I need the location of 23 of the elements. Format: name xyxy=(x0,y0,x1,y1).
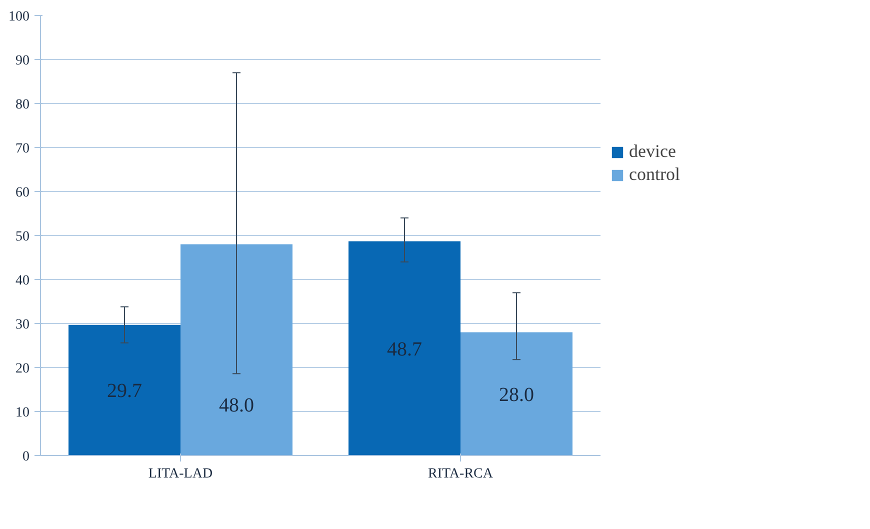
legend-label: device xyxy=(629,141,676,162)
y-tick-label: 60 xyxy=(16,186,30,200)
y-tick-label: 30 xyxy=(16,318,30,332)
y-tick-label: 50 xyxy=(16,230,30,244)
y-tick-label: 10 xyxy=(16,406,30,420)
y-tick-label: 70 xyxy=(16,142,30,156)
bar xyxy=(68,324,180,456)
bar xyxy=(348,241,460,456)
y-tick-label: 90 xyxy=(16,54,30,68)
y-tick-label: 0 xyxy=(22,450,30,464)
x-tick-label: LITA-LAD xyxy=(148,466,213,482)
bar xyxy=(460,332,572,456)
x-tick-label: RITA-RCA xyxy=(428,466,494,482)
y-tick-label: 80 xyxy=(16,98,30,112)
data-label: 29.7 xyxy=(107,380,142,402)
legend-label: control xyxy=(629,164,680,185)
data-label: 28.0 xyxy=(499,384,534,406)
bar xyxy=(180,244,292,456)
y-tick-label: 20 xyxy=(16,362,30,376)
y-tick-label: 100 xyxy=(8,10,30,24)
data-label: 48.0 xyxy=(219,394,254,416)
data-label: 48.7 xyxy=(387,338,422,360)
y-tick-label: 40 xyxy=(16,274,30,288)
